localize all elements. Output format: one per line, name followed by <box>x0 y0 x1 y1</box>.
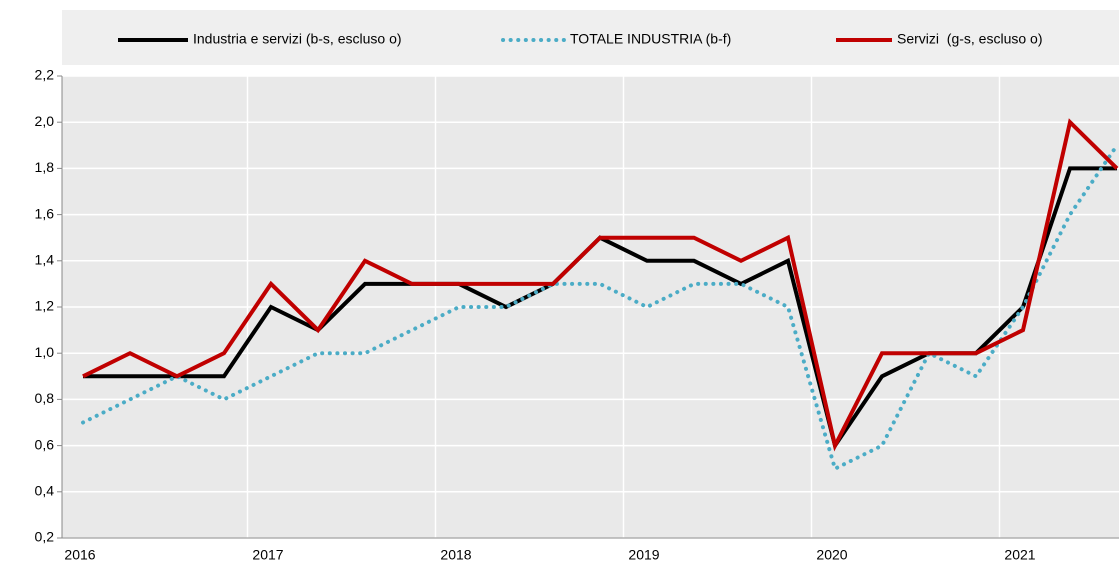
x-tick-label: 2018 <box>440 547 471 563</box>
y-tick-label: 2,0 <box>35 113 55 129</box>
y-tick-label: 1,2 <box>35 298 55 314</box>
legend-box <box>62 10 1119 65</box>
y-tick-label: 1,0 <box>35 344 55 360</box>
y-tick-label: 0,8 <box>35 390 55 406</box>
y-tick-label: 1,4 <box>35 252 55 268</box>
y-tick-label: 0,2 <box>35 529 55 545</box>
x-tick-label: 2017 <box>252 547 283 563</box>
y-tick-label: 0,4 <box>35 483 55 499</box>
legend-label: Industria e servizi (b-s, escluso o) <box>193 31 402 47</box>
legend-label: TOTALE INDUSTRIA (b-f) <box>570 31 731 47</box>
series-line <box>81 143 1119 472</box>
series-line <box>82 118 1119 452</box>
x-tick-label: 2016 <box>64 547 95 563</box>
y-tick-label: 1,8 <box>35 159 55 175</box>
x-tick-label: 2020 <box>816 547 847 563</box>
legend-label: Servizi (g-s, escluso o) <box>897 31 1042 47</box>
y-tick-label: 1,6 <box>35 205 55 221</box>
x-tick-label: 2021 <box>1004 547 1035 563</box>
y-tick-label: 0,6 <box>35 436 55 452</box>
y-tick-label: 2,2 <box>35 67 55 83</box>
x-tick-label: 2019 <box>628 547 659 563</box>
